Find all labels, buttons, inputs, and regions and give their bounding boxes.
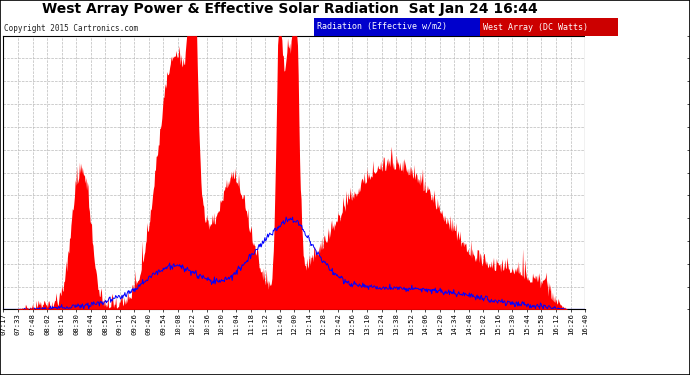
Text: West Array Power & Effective Solar Radiation  Sat Jan 24 16:44: West Array Power & Effective Solar Radia… <box>42 2 538 16</box>
Text: West Array (DC Watts): West Array (DC Watts) <box>483 22 588 32</box>
Text: Copyright 2015 Cartronics.com: Copyright 2015 Cartronics.com <box>4 24 138 33</box>
Text: Radiation (Effective w/m2): Radiation (Effective w/m2) <box>317 22 447 32</box>
